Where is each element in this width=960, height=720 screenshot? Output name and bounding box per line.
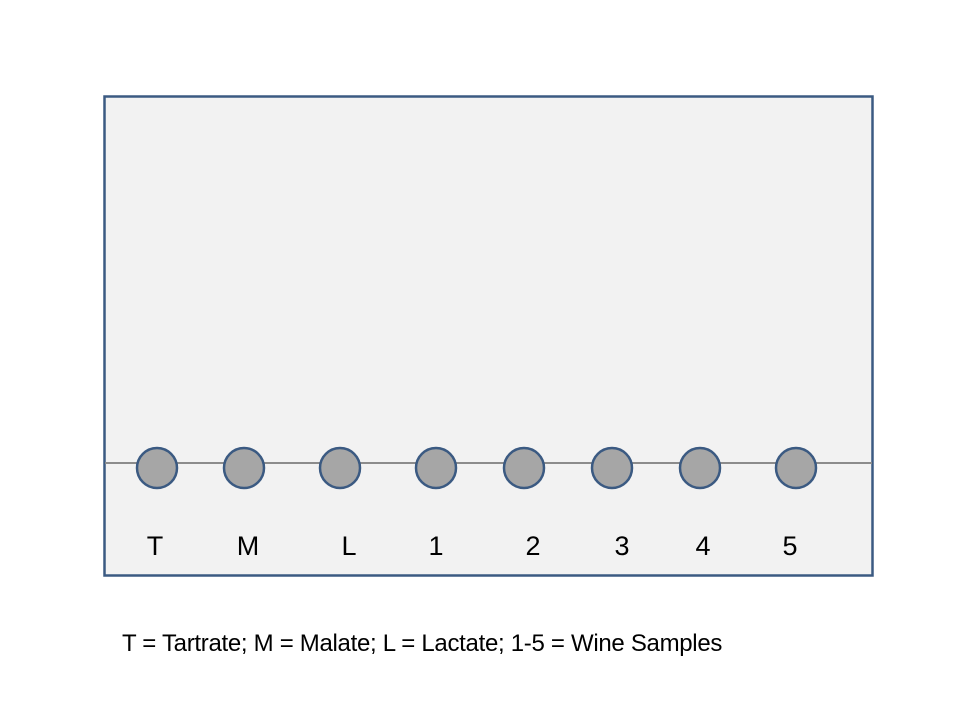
sample-spot-l (318, 446, 362, 490)
lane-labels: T M L 1 2 3 4 5 (147, 531, 798, 561)
sample-spot-3 (590, 446, 634, 490)
lane-label-t: T (147, 531, 164, 561)
lane-label-3: 3 (614, 531, 629, 561)
sample-spot-m (222, 446, 266, 490)
sample-spots (135, 446, 818, 490)
sample-spot-4 (678, 446, 722, 490)
lane-label-5: 5 (782, 531, 797, 561)
lane-label-l: L (341, 531, 356, 561)
sample-spot-1 (414, 446, 458, 490)
plate-outline (103, 95, 874, 577)
sample-spot-5 (774, 446, 818, 490)
lane-label-m: M (237, 531, 260, 561)
lane-label-4: 4 (695, 531, 710, 561)
lane-label-2: 2 (525, 531, 540, 561)
sample-spot-t (135, 446, 179, 490)
legend-caption: T = Tartrate; M = Malate; L = Lactate; 1… (122, 630, 723, 657)
lane-label-1: 1 (428, 531, 443, 561)
sample-spot-2 (502, 446, 546, 490)
